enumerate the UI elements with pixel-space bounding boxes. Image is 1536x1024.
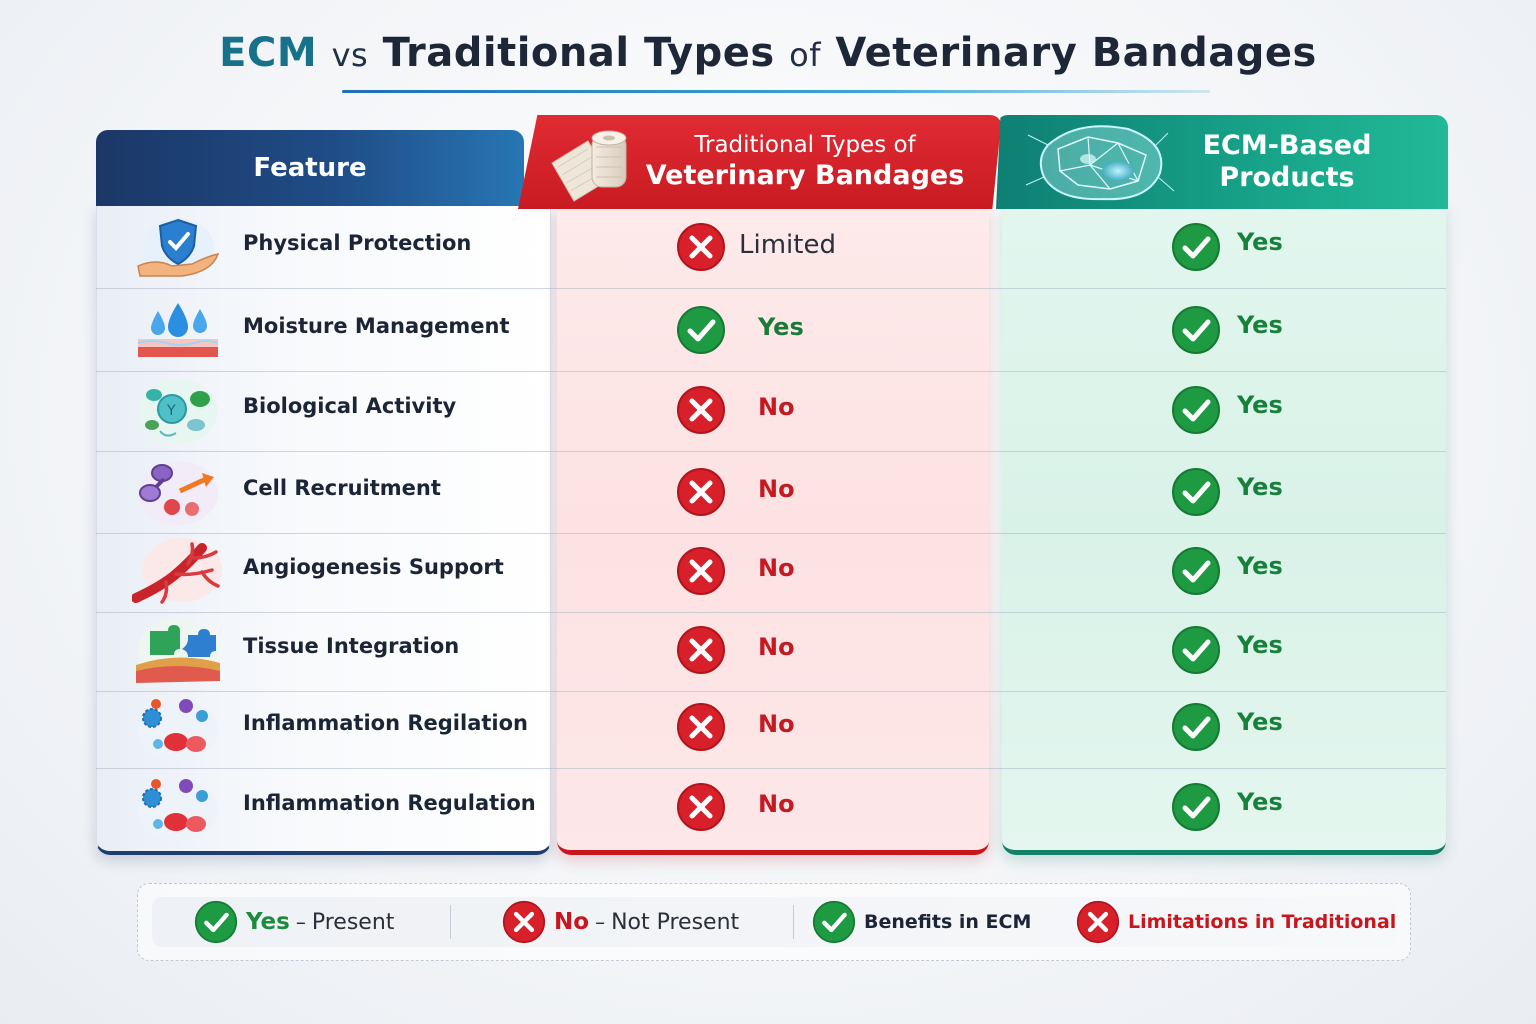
- legend-yes-label: Yes: [246, 909, 290, 935]
- traditional-header-line2: Veterinary Bandages: [645, 159, 965, 191]
- check-icon: [1171, 222, 1221, 272]
- legend-yes-desc: Present: [311, 909, 395, 935]
- traditional-header-line1: Traditional Types of: [694, 132, 916, 158]
- immune-cells-icon: [132, 692, 224, 762]
- feature-label: Physical Protection: [243, 231, 472, 255]
- row-divider: [96, 768, 1446, 769]
- traditional-value: No: [758, 554, 795, 582]
- cross-icon: [676, 782, 726, 832]
- traditional-value: No: [758, 633, 795, 661]
- traditional-value: No: [758, 393, 795, 421]
- ecm-header-line1: ECM-Based: [1202, 129, 1372, 161]
- cross-icon: [676, 385, 726, 435]
- legend-bar: Yes – Present No – Not Present Benefits …: [152, 897, 1398, 947]
- ecm-column: [1002, 205, 1446, 855]
- page-title: ECM vs Traditional Types of Veterinary B…: [0, 30, 1536, 76]
- feature-header-label: Feature: [253, 153, 367, 183]
- cross-icon: [676, 467, 726, 517]
- check-icon: [1171, 782, 1221, 832]
- ecm-value: Yes: [1237, 708, 1283, 736]
- ecm-value: Yes: [1237, 552, 1283, 580]
- water-drops-icon: [132, 295, 224, 365]
- legend-dash: –: [595, 910, 606, 934]
- shield-hand-icon: [132, 212, 224, 282]
- row-divider: [96, 612, 1446, 613]
- row-divider: [96, 533, 1446, 534]
- title-of: of: [789, 36, 821, 74]
- ecm-value: Yes: [1237, 788, 1283, 816]
- cross-icon: [676, 546, 726, 596]
- ecm-value: Yes: [1237, 631, 1283, 659]
- cell-migration-icon: [132, 457, 224, 527]
- ecm-scaffold-icon: [1025, 125, 1175, 201]
- traditional-value: Limited: [739, 230, 836, 260]
- traditional-header: Traditional Types of Veterinary Bandages: [518, 115, 1002, 209]
- cross-icon: [676, 222, 726, 272]
- check-icon: [1171, 702, 1221, 752]
- ecm-value: Yes: [1237, 391, 1283, 419]
- bandage-roll-icon: [551, 130, 627, 202]
- row-divider: [96, 288, 1446, 289]
- row-divider: [96, 451, 1446, 452]
- feature-label: Cell Recruitment: [243, 476, 441, 500]
- traditional-value: Yes: [758, 313, 804, 341]
- check-icon: [812, 900, 856, 944]
- feature-header: Feature: [96, 130, 524, 206]
- immune-cells-icon: [132, 772, 224, 842]
- puzzle-tissue-icon: [132, 615, 224, 685]
- legend-yes: Yes – Present: [194, 897, 394, 947]
- legend-separator: [793, 905, 794, 939]
- legend-benefits: Benefits in ECM: [812, 897, 1031, 947]
- legend-no-label: No: [554, 909, 590, 935]
- cross-icon: [676, 625, 726, 675]
- traditional-column: [557, 205, 989, 855]
- check-icon: [1171, 467, 1221, 517]
- title-rest: Veterinary Bandages: [835, 30, 1317, 76]
- blood-vessel-icon: [131, 536, 224, 606]
- check-icon: [194, 900, 238, 944]
- check-icon: [1171, 305, 1221, 355]
- title-ecm: ECM: [219, 30, 318, 76]
- cross-icon: [502, 900, 546, 944]
- legend-separator: [450, 905, 451, 939]
- legend-no-desc: Not Present: [611, 909, 740, 935]
- legend: Yes – Present No – Not Present Benefits …: [137, 883, 1411, 961]
- row-divider: [96, 371, 1446, 372]
- traditional-value: No: [758, 475, 795, 503]
- legend-limitations-label: Limitations in Traditional: [1128, 911, 1397, 933]
- legend-no: No – Not Present: [502, 897, 739, 947]
- check-icon: [1171, 385, 1221, 435]
- row-divider: [96, 691, 1446, 692]
- legend-benefits-label: Benefits in ECM: [864, 911, 1032, 933]
- ecm-value: Yes: [1237, 228, 1283, 256]
- legend-limitations: Limitations in Traditional: [1076, 897, 1396, 947]
- feature-label: Inflammation Regulation: [243, 791, 536, 815]
- title-vs: vs: [331, 36, 369, 74]
- feature-label: Angiogenesis Support: [243, 555, 504, 579]
- cells-icon: Y: [132, 375, 224, 445]
- ecm-header: ECM-Based Products: [996, 115, 1448, 209]
- cross-icon: [676, 702, 726, 752]
- feature-label: Moisture Management: [243, 314, 510, 338]
- ecm-value: Yes: [1237, 473, 1283, 501]
- ecm-header-line2: Products: [1219, 162, 1355, 193]
- check-icon: [1171, 625, 1221, 675]
- title-traditional-types: Traditional Types: [382, 30, 775, 76]
- traditional-value: No: [758, 790, 795, 818]
- ecm-value: Yes: [1237, 311, 1283, 339]
- feature-label: Biological Activity: [243, 394, 457, 418]
- check-icon: [676, 305, 726, 355]
- svg-text:Y: Y: [166, 403, 176, 419]
- check-icon: [1171, 546, 1221, 596]
- title-underline: [342, 90, 1210, 93]
- feature-label: Tissue Integration: [243, 634, 460, 658]
- legend-dash: –: [295, 910, 306, 934]
- feature-label: Inflammation Regilation: [243, 711, 528, 735]
- cross-icon: [1076, 900, 1120, 944]
- traditional-value: No: [758, 710, 795, 738]
